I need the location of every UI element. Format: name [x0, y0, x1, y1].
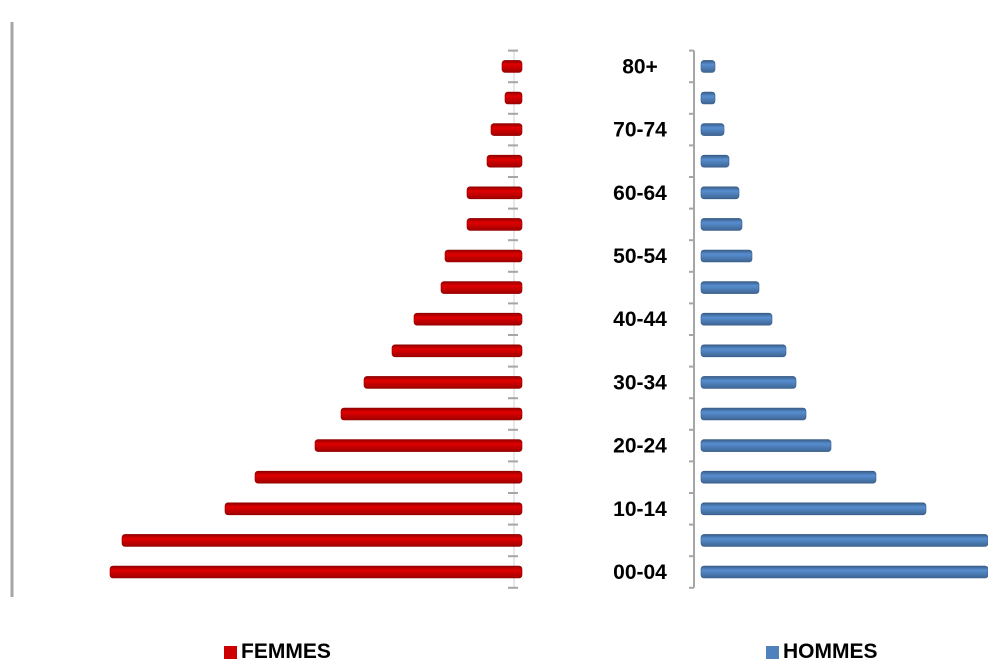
population-pyramid-chart: 00-04 10-14 20-24 30-34 40-44 50-54 60-64 70-74… — [10, 22, 988, 597]
bar-hommes-70-74 — [700, 123, 725, 136]
bar-femmes-10-14 — [224, 502, 523, 516]
bar-femmes-00-04 — [109, 565, 523, 579]
bar-femmes-55-59 — [466, 218, 523, 231]
bar-hommes-35-39 — [700, 344, 787, 358]
legend-swatch-hommes — [766, 645, 779, 659]
bar-hommes-75-79 — [700, 91, 716, 105]
age-tick-labels: 00-04 10-14 20-24 30-34 40-44 50-54 60-64 70-74… — [613, 55, 667, 584]
bar-hommes-40-44 — [700, 312, 773, 326]
bar-femmes-30-34 — [363, 376, 523, 389]
bar-hommes-55-59 — [700, 218, 743, 231]
bar-femmes-45-49 — [440, 281, 523, 294]
bar-hommes-00-04 — [700, 565, 988, 579]
hommes-bars — [700, 60, 988, 579]
bar-hommes-30-34 — [700, 376, 797, 389]
bar-femmes-15-19 — [254, 470, 523, 484]
tick-label-70-74: 70-74 — [613, 119, 667, 142]
bar-hommes-15-19 — [700, 470, 877, 484]
tick-label-30-34: 30-34 — [613, 371, 667, 394]
bar-hommes-65-69 — [700, 154, 730, 168]
bar-femmes-75-79 — [504, 91, 523, 105]
bar-femmes-20-24 — [314, 439, 523, 452]
tick-label-60-64: 60-64 — [613, 182, 667, 205]
tick-label-80+: 80+ — [622, 55, 658, 78]
legend-swatch-femmes — [224, 645, 237, 659]
legend-label-femmes: FEMMES — [241, 640, 331, 663]
legend-item-hommes: HOMMES — [766, 640, 878, 664]
tick-label-50-54: 50-54 — [613, 245, 667, 268]
femmes-axis — [508, 49, 518, 589]
bar-femmes-60-64 — [466, 186, 523, 200]
bar-femmes-40-44 — [413, 312, 523, 326]
tick-label-40-44: 40-44 — [613, 308, 667, 331]
bar-hommes-50-54 — [700, 249, 753, 263]
bar-femmes-70-74 — [490, 123, 523, 136]
bar-hommes-05-09 — [700, 534, 988, 547]
bar-hommes-25-29 — [700, 407, 807, 421]
bar-hommes-60-64 — [700, 186, 740, 200]
bar-hommes-20-24 — [700, 439, 832, 452]
tick-label-10-14: 10-14 — [613, 498, 667, 521]
bar-hommes-10-14 — [700, 502, 927, 516]
bar-hommes-45-49 — [700, 281, 760, 294]
bar-femmes-65-69 — [486, 154, 523, 168]
tick-label-00-04: 00-04 — [613, 561, 667, 584]
bar-femmes-05-09 — [121, 534, 523, 547]
bar-hommes-80+ — [700, 60, 716, 73]
femmes-bars — [109, 60, 523, 579]
bar-femmes-35-39 — [391, 344, 523, 358]
hommes-axis — [689, 49, 695, 589]
tick-label-20-24: 20-24 — [613, 435, 667, 458]
legend-label-hommes: HOMMES — [783, 640, 878, 663]
bar-femmes-80+ — [501, 60, 523, 73]
legend-item-femmes: FEMMES — [224, 640, 331, 664]
bar-femmes-50-54 — [444, 249, 523, 263]
bar-femmes-25-29 — [340, 407, 523, 421]
